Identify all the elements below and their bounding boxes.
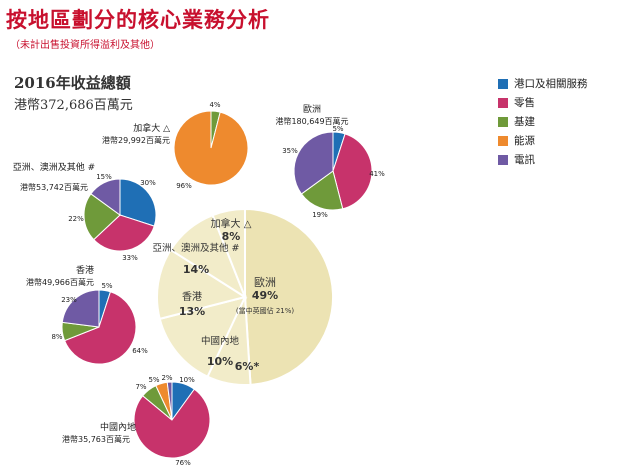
slice-percent-label: 41% (369, 170, 385, 178)
slice-percent-label: 5% (101, 282, 112, 290)
center-slice-label: 香港 (182, 291, 202, 303)
slice-infra (300, 170, 344, 211)
center-slice-label: 歐洲 (254, 275, 276, 289)
slice-percent-label: 30% (140, 179, 156, 187)
slice-percent-label: 10% (179, 376, 195, 384)
legend: 港口及相關服務 零售 基建 能源 電訊 (498, 74, 588, 169)
slice-percent-label: 4% (209, 101, 220, 109)
slice-percent-label: 35% (282, 147, 298, 155)
legend-label: 電訊 (514, 154, 535, 166)
page-title: 按地區劃分的核心業務分析 (6, 7, 270, 32)
pie-subtitle: 港幣53,742百萬元 (20, 182, 88, 192)
pie-canada: 4% 96% 加拿大 △港幣29,992百萬元 (102, 101, 249, 190)
center-slice (158, 295, 247, 378)
slice-percent-label: 5% (148, 376, 159, 384)
slice-percent-label: 7% (135, 383, 146, 391)
legend-item-ports: 港口及相關服務 (498, 74, 588, 93)
center-slice-label: 中國內地 (201, 335, 240, 347)
center-slice-label: 8% (222, 230, 241, 243)
slice-percent-label: 33% (122, 254, 138, 262)
pie-title: 亞洲、澳洲及其他 # (13, 161, 95, 173)
page-subtitle: （未計出售投資所得溢利及其他） (10, 40, 160, 51)
legend-swatch-energy (498, 135, 508, 146)
slice-retail (63, 291, 137, 365)
pie-subtitle: 港幣180,649百萬元 (275, 116, 348, 126)
slice-percent-label: 5% (332, 125, 343, 133)
slice-telecom (166, 381, 173, 421)
legend-swatch-ports (498, 78, 508, 89)
center-slice-label: 10% (207, 355, 233, 368)
center-slice-label: 加拿大 △ (211, 217, 252, 230)
legend-label: 基建 (514, 116, 535, 128)
pie-title: 加拿大 △ (133, 122, 170, 134)
pie-title: 香港 (76, 264, 94, 276)
slice-infra (83, 193, 121, 241)
center-slice-label: 6%* (235, 360, 260, 373)
slice-retail (133, 388, 211, 459)
slice-percent-label: 15% (96, 173, 112, 181)
legend-item-telecom: 電訊 (498, 150, 588, 169)
slice-telecom (61, 289, 100, 328)
center-slice (211, 207, 246, 298)
legend-label: 零售 (514, 97, 535, 109)
slice-ports (119, 178, 157, 227)
legend-label: 港口及相關服務 (514, 78, 588, 90)
pie-asia: 30% 33% 22% 15%亞洲、澳洲及其他 # 港幣53,742百萬元 (13, 161, 157, 262)
pie-subtitle: 港幣49,966百萬元 (26, 277, 94, 287)
legend-item-infra: 基建 (498, 112, 588, 131)
center-slice-label: 13% (179, 305, 205, 318)
center-slice (244, 207, 335, 386)
legend-item-energy: 能源 (498, 131, 588, 150)
slice-percent-label: 8% (51, 333, 62, 341)
center-slice-label: 14% (183, 263, 209, 276)
slice-percent-label: 96% (176, 182, 192, 190)
revenue-title: 2016年收益總額 (14, 74, 131, 92)
slice-telecom (90, 178, 121, 216)
slice-percent-label: 76% (175, 459, 191, 467)
center-slice-label: 49% (252, 289, 278, 302)
slice-percent-label: 22% (68, 215, 84, 223)
slice-retail (332, 133, 373, 210)
slice-percent-label: 2% (161, 374, 172, 382)
center-slice-label: 亞洲、澳洲及其他 # (153, 242, 240, 254)
slice-percent-label: 23% (61, 296, 77, 304)
pie-subtitle: 港幣35,763百萬元 (62, 434, 130, 444)
legend-swatch-retail (498, 97, 508, 108)
legend-swatch-telecom (498, 154, 508, 165)
center-slice-label: (當中英國佔 21%) (236, 306, 295, 315)
legend-label: 能源 (514, 135, 535, 147)
slice-energy (173, 110, 249, 186)
pie-subtitle: 港幣29,992百萬元 (102, 135, 170, 145)
slice-percent-label: 19% (312, 211, 328, 219)
slice-retail (93, 214, 155, 252)
legend-swatch-infra (498, 116, 508, 127)
center-slice (156, 248, 248, 321)
legend-item-retail: 零售 (498, 93, 588, 112)
slice-percent-label: 64% (132, 347, 148, 355)
pie-title: 歐洲 (303, 103, 321, 115)
revenue-value: 港幣372,686百萬元 (14, 98, 133, 113)
pie-title: 中國內地 (100, 421, 136, 433)
slice-telecom (293, 131, 334, 195)
